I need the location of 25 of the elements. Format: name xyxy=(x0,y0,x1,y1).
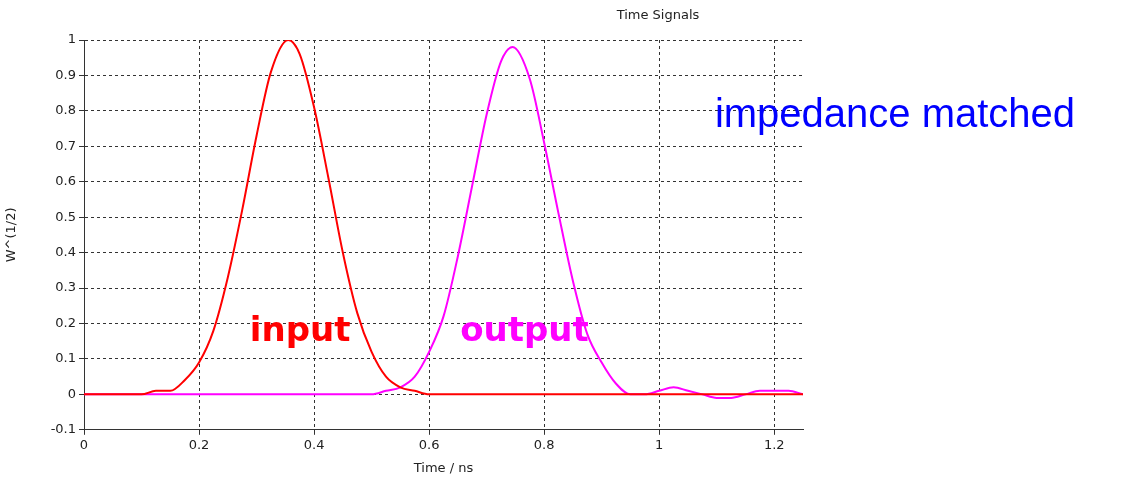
y-tick-label: 0.8 xyxy=(55,102,76,118)
x-tick-label: 0.2 xyxy=(188,436,210,452)
x-tick-label: 1.2 xyxy=(763,436,785,452)
y-tick-label: 0.3 xyxy=(55,279,76,295)
y-tick-label: 0.4 xyxy=(55,243,76,259)
x-tick-label: 0 xyxy=(79,436,89,452)
chart-title: Time Signals xyxy=(615,7,700,23)
x-tick-label: 0.8 xyxy=(533,436,555,452)
x-axis-title: Time / ns xyxy=(412,459,474,475)
y-tick-label: 0.1 xyxy=(55,350,76,366)
y-tick-label: 1 xyxy=(67,31,76,47)
y-tick-label: -0.1 xyxy=(50,421,76,437)
x-tick-label: 0.4 xyxy=(303,436,325,452)
series-label: output xyxy=(460,309,589,350)
x-tick-label: 0.6 xyxy=(418,436,440,452)
y-tick-label: 0.6 xyxy=(55,173,76,189)
annotation: impedance matched xyxy=(714,91,1076,136)
y-tick-label: 0.7 xyxy=(55,137,76,153)
x-tick-label: 1 xyxy=(655,436,664,452)
y-tick-label: 0.5 xyxy=(55,208,76,224)
series-label: input xyxy=(249,309,351,350)
y-axis-title: W^(1/2) xyxy=(3,207,19,263)
y-tick-label: 0 xyxy=(67,385,76,401)
y-tick-label: 0.2 xyxy=(55,314,76,330)
y-tick-label: 0.9 xyxy=(55,66,76,82)
